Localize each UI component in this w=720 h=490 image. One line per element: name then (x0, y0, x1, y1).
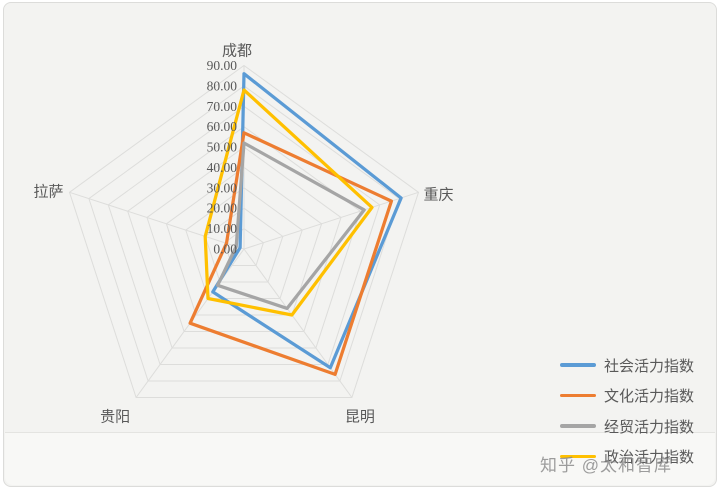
series-polygon-0 (211, 72, 403, 370)
series-polygon-3 (203, 88, 374, 317)
series-polygon-2 (215, 141, 366, 311)
grid-ring (204, 207, 284, 283)
axis-spoke (69, 191, 245, 250)
radial-tick-label: 10.00 (207, 221, 238, 236)
category-label-1: 重庆 (424, 186, 454, 203)
chart-card: 0.00 10.00 20.00 30.00 40.00 50.00 60.00 70.00 8… (3, 2, 717, 487)
radial-tick-label: 40.00 (207, 160, 238, 175)
grid-ring (146, 146, 342, 332)
legend-label: 经贸活力指数 (604, 419, 695, 436)
legend-label: 政治活力指数 (604, 450, 695, 466)
legend-item-3: 政治活力指数 (560, 447, 710, 467)
legend-label: 文化活力指数 (604, 389, 695, 405)
grid-ring (185, 187, 303, 299)
category-label-0: 成都 (222, 43, 252, 60)
series-polygon-1 (188, 131, 394, 377)
radial-tick-label: 20.00 (207, 201, 238, 216)
grid-ring (107, 105, 381, 365)
legend-line-swatch (560, 424, 596, 428)
radial-tick-label: 60.00 (207, 119, 238, 134)
radial-tick-label: 50.00 (207, 140, 238, 155)
category-label-4: 拉萨 (33, 183, 63, 200)
radial-tick-label: 70.00 (207, 99, 238, 114)
category-label-2: 昆明 (345, 409, 375, 426)
grid-ring (165, 166, 323, 316)
legend-item-0: 社会活力指数 (560, 355, 710, 375)
radial-tick-label: 0.00 (213, 242, 237, 257)
radial-tick-label: 90.00 (207, 58, 238, 73)
chart-legend: 社会活力指数 文化活力指数 经贸活力指数 政治活力指数 (560, 355, 710, 477)
radial-tick-label: 30.00 (207, 180, 238, 195)
legend-label: 社会活力指数 (604, 358, 695, 375)
grid-ring (68, 64, 420, 398)
legend-line-swatch (560, 363, 596, 367)
plot-lower-strip (5, 433, 715, 485)
radial-tick-label: 80.00 (207, 78, 238, 93)
legend-item-2: 经贸活力指数 (560, 416, 710, 436)
plot-area-bottom-border (5, 432, 715, 433)
watermark: 知乎 @太和智库 (540, 456, 672, 475)
legend-line-swatch (560, 454, 596, 459)
radar-chart: 0.00 10.00 20.00 30.00 40.00 50.00 60.00 70.00 8… (33, 43, 454, 426)
legend-item-1: 文化活力指数 (560, 386, 710, 406)
legend-line-swatch (560, 393, 596, 398)
category-label-3: 贵阳 (100, 409, 130, 426)
grid-ring (88, 85, 400, 382)
